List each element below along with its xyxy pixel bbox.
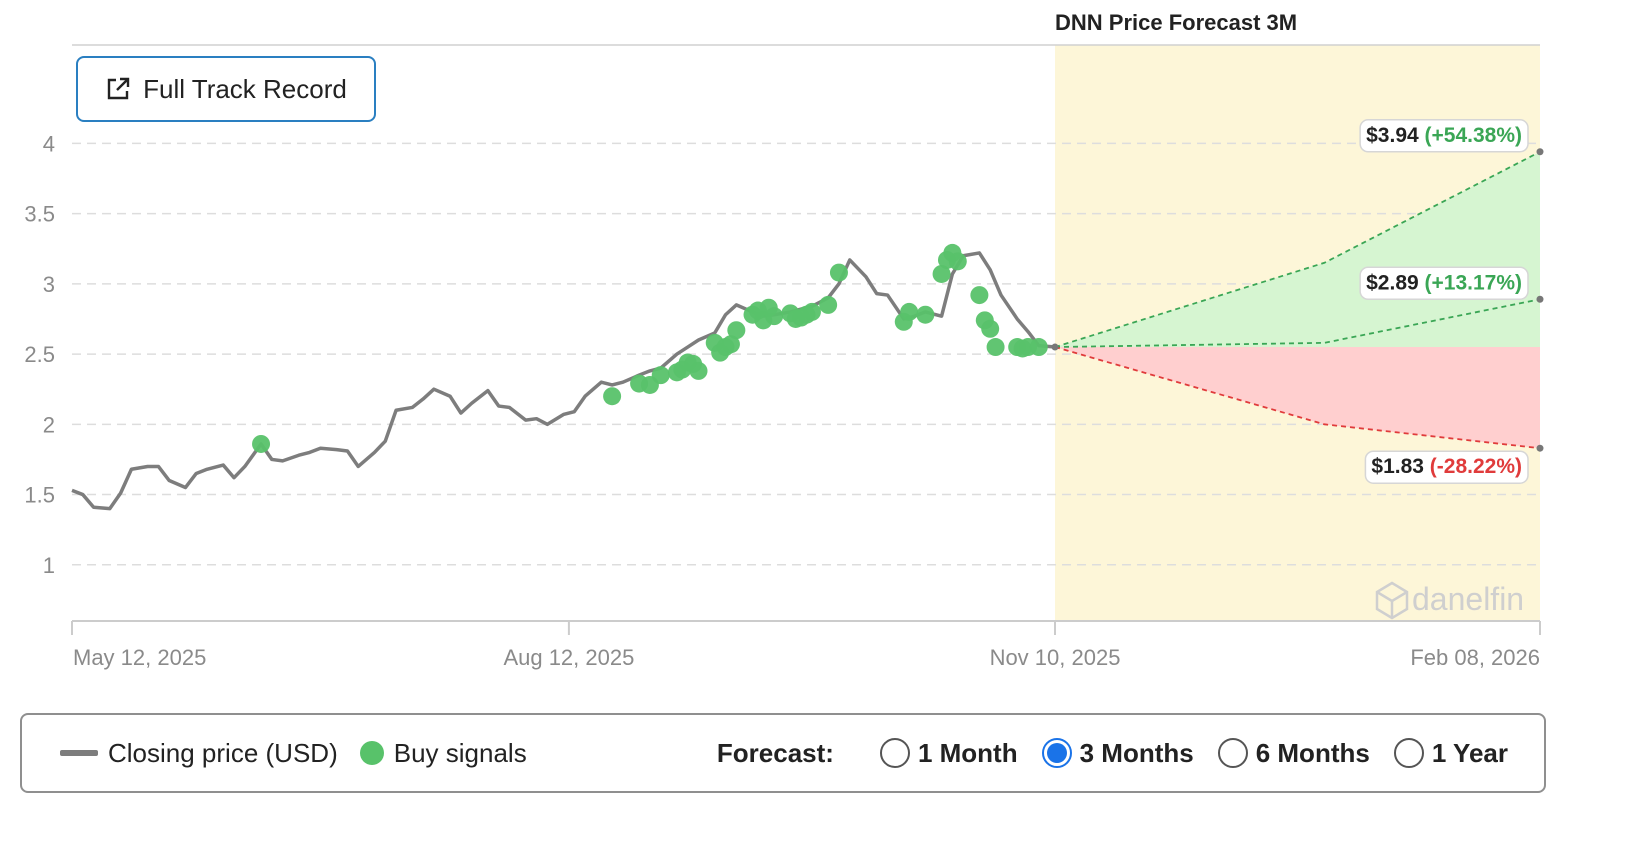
forecast-selector: Forecast: 1 Month 3 Months 6 Months 1 Ye… (717, 738, 1508, 769)
forecast-option-3-months[interactable]: 3 Months (1041, 737, 1194, 769)
closing-price-line-swatch (60, 750, 98, 756)
radio-6-months[interactable] (1217, 738, 1248, 768)
x-tick-label: Aug 12, 2025 (503, 645, 634, 670)
danelfin-watermark: danelfin (1375, 581, 1524, 620)
buy-signal-point[interactable] (916, 305, 935, 324)
forecast-change: (-28.22%) (1430, 455, 1522, 478)
forecast-option-6-months[interactable]: 6 Months (1217, 737, 1370, 769)
forecast-title: DNN Price Forecast 3M (1055, 10, 1297, 35)
external-link-icon (107, 77, 130, 100)
option-label: 6 Months (1255, 737, 1370, 768)
forecast-label-text: $3.94 (+54.38%) (1366, 124, 1522, 147)
x-tick-label: Nov 10, 2025 (990, 645, 1121, 670)
buy-signals-legend-label: Buy signals (393, 737, 527, 768)
y-tick-label: 3 (43, 272, 55, 297)
full-track-record-button[interactable]: Full Track Record (76, 56, 376, 122)
buy-signal-point[interactable] (252, 434, 271, 453)
forecast-label-high: $3.94 (+54.38%) (1359, 119, 1529, 153)
buy-signal-point[interactable] (802, 302, 821, 321)
forecast-option-1-year[interactable]: 1 Year (1393, 737, 1508, 769)
forecast-change: (+54.38%) (1425, 124, 1522, 147)
forecast-line-low (1054, 346, 1541, 450)
closing-price-line (71, 251, 1056, 511)
danelfin-logo-icon (1375, 581, 1409, 620)
forecast-label: Forecast: (716, 737, 834, 768)
forecast-label-box (1364, 450, 1529, 484)
y-tick-label: 2.5 (24, 342, 55, 367)
y-tick-label: 3.5 (24, 202, 55, 227)
forecast-label-mid: $2.89 (+13.17%) (1359, 266, 1529, 301)
buy-signal-point[interactable] (1029, 338, 1048, 357)
forecast-option-1-month[interactable]: 1 Month (879, 737, 1018, 769)
forecast-endpoint-low (1536, 444, 1544, 452)
watermark-text: danelfin (1412, 581, 1524, 617)
buy-signal-point[interactable] (829, 263, 848, 282)
buy-signal-dot-swatch (359, 741, 384, 765)
forecast-change: (+13.17%) (1425, 271, 1522, 294)
y-tick-label: 2 (43, 412, 55, 437)
forecast-label-text: $2.89 (+13.17%) (1366, 271, 1522, 294)
buy-signal-point[interactable] (932, 264, 951, 283)
forecast-price: $3.94 (1366, 124, 1424, 147)
forecast-label-low: $1.83 (-28.22%) (1364, 450, 1529, 484)
y-tick-label: 1.5 (24, 483, 55, 508)
chart-legend: Closing price (USD) Buy signals Forecast… (20, 713, 1546, 793)
full-track-record-label: Full Track Record (143, 73, 347, 104)
buy-signal-point[interactable] (981, 319, 1000, 338)
forecast-endpoint-mid (1536, 295, 1544, 303)
forecast-label-box (1359, 119, 1529, 153)
downside-area (1055, 347, 1540, 449)
buy-signal-point[interactable] (948, 252, 967, 271)
forecast-start-point (1051, 343, 1059, 351)
y-tick-label: 1 (43, 553, 55, 578)
buy-signal-point[interactable] (727, 321, 746, 340)
price-forecast-chart: 1 1.5 2 2.5 3 3.5 4 May 12, 2025 Aug 12, 2025 No… (24, 10, 1544, 670)
buy-signal-point[interactable] (721, 335, 740, 354)
forecast-line-mid (1054, 298, 1541, 348)
forecast-price: $1.83 (1371, 455, 1429, 478)
radio-1-year[interactable] (1393, 738, 1424, 768)
x-tick-label: May 12, 2025 (73, 645, 206, 670)
forecast-line-high (1054, 150, 1541, 348)
buy-signal-point[interactable] (603, 387, 622, 406)
buy-signal-point[interactable] (900, 302, 919, 321)
x-tick-label: Feb 08, 2026 (1410, 645, 1540, 670)
radio-1-month[interactable] (879, 738, 910, 768)
buy-signal-point[interactable] (986, 338, 1005, 357)
forecast-endpoint-high (1536, 148, 1544, 156)
option-label: 1 Month (917, 737, 1018, 768)
option-label: 1 Year (1431, 737, 1508, 768)
forecast-price: $2.89 (1366, 271, 1424, 294)
radio-3-months[interactable] (1041, 738, 1072, 768)
buy-signal-point[interactable] (651, 366, 670, 385)
buy-signal-point[interactable] (819, 295, 838, 314)
closing-price-legend-label: Closing price (USD) (108, 737, 338, 768)
option-label: 3 Months (1079, 737, 1194, 768)
forecast-label-text: $1.83 (-28.22%) (1371, 455, 1522, 478)
forecast-label-box (1359, 266, 1529, 301)
y-tick-label: 4 (43, 131, 55, 156)
buy-signal-point[interactable] (970, 286, 989, 305)
buy-signal-point[interactable] (765, 307, 784, 326)
buy-signal-point[interactable] (689, 361, 708, 380)
